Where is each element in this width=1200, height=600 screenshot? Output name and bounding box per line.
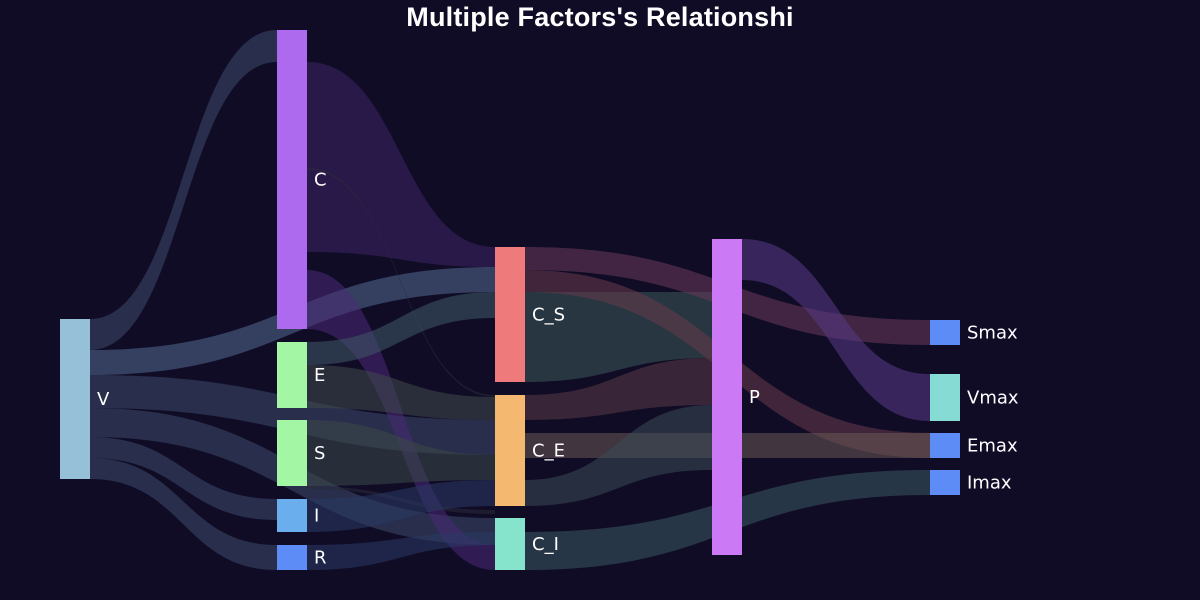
link-c_i-p bbox=[525, 405, 712, 506]
node-label-c_s: C_S bbox=[532, 305, 565, 326]
link-c-c_e bbox=[307, 168, 495, 397]
link-v-i bbox=[90, 437, 277, 520]
link-i-c_e bbox=[307, 480, 495, 532]
node-label-imax: Imax bbox=[967, 473, 1012, 494]
node-emax bbox=[930, 433, 960, 458]
node-label-e: E bbox=[314, 365, 325, 386]
node-e bbox=[277, 342, 307, 408]
node-s bbox=[277, 420, 307, 486]
node-v bbox=[60, 319, 90, 479]
link-e-c_e bbox=[307, 365, 495, 420]
link-r-c_i bbox=[307, 532, 495, 570]
sankey-labels: V C E S IR C_S C_E C_I P Smax Vmax Emax Imax bbox=[97, 170, 1019, 569]
node-label-p: P bbox=[749, 387, 760, 408]
node-smax bbox=[930, 320, 960, 345]
node-vmax bbox=[930, 374, 960, 421]
node-label-vmax: Vmax bbox=[967, 388, 1019, 409]
node-p bbox=[712, 239, 742, 555]
node-i bbox=[277, 499, 307, 532]
node-c_s bbox=[495, 247, 525, 382]
node-label-c_i: C_I bbox=[532, 534, 559, 555]
node-r bbox=[277, 545, 307, 570]
node-label-v: V bbox=[97, 389, 110, 410]
link-v-c bbox=[90, 30, 277, 350]
node-label-r: R bbox=[314, 548, 327, 569]
node-label-i: I bbox=[314, 506, 319, 527]
node-label-s: S bbox=[314, 443, 325, 464]
link-c-c_s bbox=[307, 62, 495, 267]
link-e-c_s bbox=[307, 292, 495, 365]
link-s-c_e bbox=[307, 420, 495, 486]
link-p-vmax bbox=[742, 239, 930, 421]
node-c bbox=[277, 30, 307, 329]
link-v-r bbox=[90, 458, 277, 570]
sankey-nodes bbox=[60, 30, 960, 570]
node-imax bbox=[930, 470, 960, 495]
node-c_i bbox=[495, 518, 525, 570]
link-c_e-p bbox=[525, 358, 712, 420]
node-label-c_e: C_E bbox=[532, 441, 565, 462]
node-label-c: C bbox=[314, 170, 327, 191]
node-c_e bbox=[495, 395, 525, 506]
chart-title: Multiple Factors's Relationshi bbox=[406, 2, 794, 32]
node-label-emax: Emax bbox=[967, 436, 1018, 457]
node-label-smax: Smax bbox=[967, 323, 1018, 344]
